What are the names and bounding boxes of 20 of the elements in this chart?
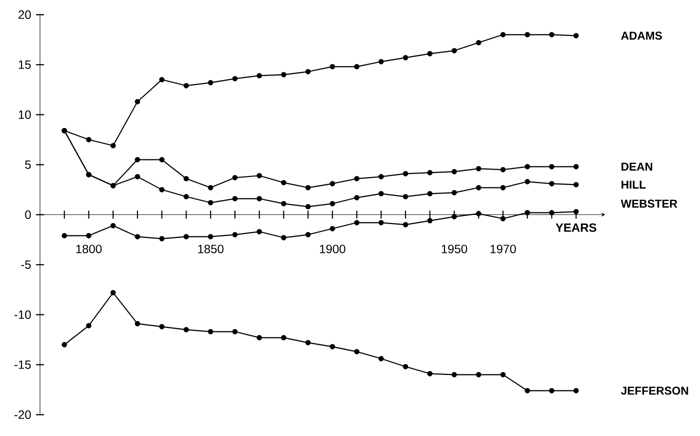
- y-tick-label: -15: [14, 360, 31, 369]
- text: JEFFERSON: [620, 386, 688, 395]
- y-tick-label: 10: [18, 110, 31, 119]
- text: DEAN: [622, 162, 652, 171]
- x-tick-label: 1850: [198, 244, 224, 254]
- y-tick-label: 0: [25, 210, 31, 219]
- y-tick-label: -20: [14, 410, 31, 419]
- x-axis-title: YEARS: [556, 223, 596, 232]
- x-tick-label: 1950: [442, 244, 468, 254]
- text: WEBSTER: [620, 200, 678, 208]
- y-tick-label: 15: [18, 60, 31, 69]
- x-tick-label: 1970: [490, 244, 516, 254]
- text: HILL: [622, 180, 646, 189]
- x-tick-label: 1800: [76, 244, 102, 254]
- y-tick-label: -10: [14, 310, 31, 319]
- y-tick-label: 5: [25, 160, 31, 169]
- y-tick-label: 20: [18, 10, 31, 19]
- y-tick-label: -5: [21, 260, 31, 269]
- text: ADAMS: [621, 32, 662, 40]
- x-tick-label: 1900: [320, 244, 346, 254]
